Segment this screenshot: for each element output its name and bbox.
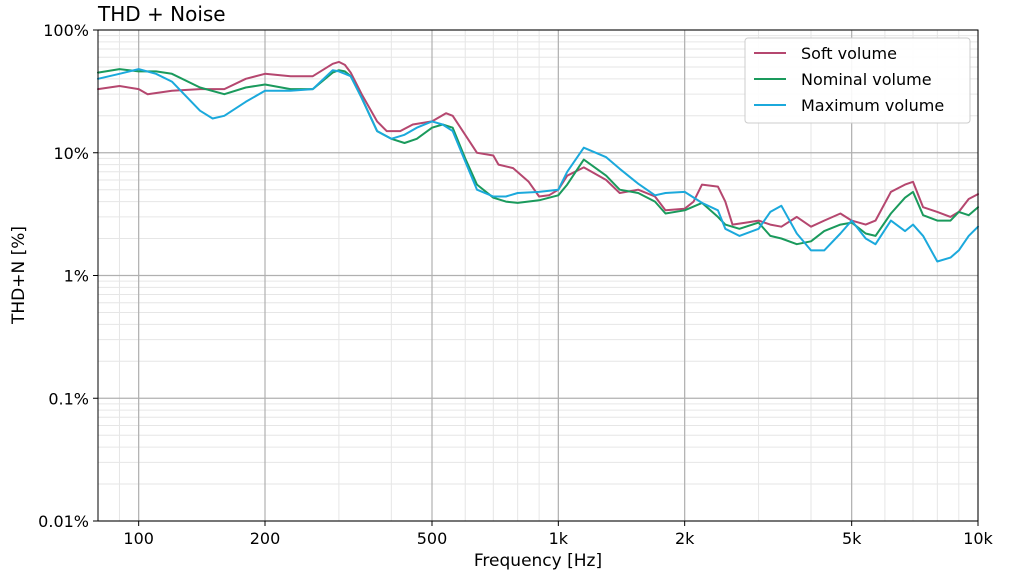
y-tick-label: 0.1% — [48, 389, 89, 408]
legend-box — [744, 37, 971, 124]
y-tick-label: 10% — [53, 144, 89, 163]
y-tick-label: 0.01% — [38, 512, 89, 531]
legend-label: Nominal volume — [801, 70, 932, 89]
x-axis-ticks: 100 200 500 1k 2k 5k 10k — [123, 521, 994, 548]
series-lines — [97, 60, 979, 263]
y-axis-label: THD+N [%] — [9, 226, 29, 325]
x-tick-label: 1k — [549, 529, 569, 548]
x-tick-label: 500 — [417, 529, 448, 548]
series-line-0 — [97, 60, 979, 228]
series-line-2 — [97, 68, 979, 263]
y-tick-label: 1% — [64, 267, 89, 286]
x-axis-label: Frequency [Hz] — [474, 551, 602, 571]
x-tick-label: 200 — [250, 529, 281, 548]
chart-title: THD + Noise — [97, 2, 226, 26]
x-tick-label: 2k — [675, 529, 695, 548]
x-tick-label: 5k — [842, 529, 862, 548]
legend: Soft volume Nominal volume Maximum volume — [744, 37, 971, 124]
x-tick-label: 10k — [963, 529, 993, 548]
x-tick-label: 100 — [123, 529, 154, 548]
legend-label: Soft volume — [801, 44, 897, 63]
y-tick-label: 100% — [43, 21, 89, 40]
y-axis-ticks: 100% 10% 1% 0.1% 0.01% — [38, 21, 98, 531]
legend-label: Maximum volume — [801, 96, 944, 115]
